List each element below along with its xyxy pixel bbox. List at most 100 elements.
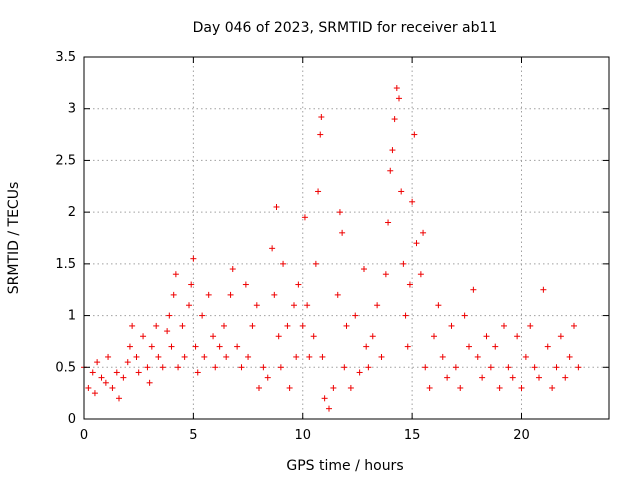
data-point — [194, 369, 201, 376]
data-point — [280, 260, 287, 267]
y-axis-label: SRMTID / TECUs — [6, 182, 22, 295]
data-point — [522, 353, 529, 360]
data-point — [210, 333, 217, 340]
data-point — [319, 353, 326, 360]
data-point — [291, 302, 297, 309]
data-point — [253, 302, 260, 309]
data-point — [562, 374, 569, 381]
data-point — [343, 322, 350, 329]
data-point — [356, 369, 363, 376]
data-point — [186, 302, 192, 309]
data-point — [361, 266, 367, 273]
data-point — [571, 322, 577, 329]
data-point — [439, 353, 446, 360]
data-point — [129, 322, 136, 329]
data-point — [159, 364, 166, 371]
data-point — [339, 229, 346, 236]
x-axis-label: GPS time / hours — [286, 458, 403, 474]
data-point — [179, 322, 186, 329]
data-point — [126, 343, 133, 350]
tick-labels: 0 0.5 1 1.5 2 2.5 3 3.5 0 5 10 15 20 — [55, 50, 529, 443]
data-point — [155, 353, 162, 360]
data-point — [238, 364, 245, 371]
data-point — [299, 322, 306, 329]
x-tick-label: 15 — [404, 428, 421, 443]
data-point — [540, 286, 547, 293]
data-point — [306, 353, 313, 360]
data-point — [389, 147, 396, 154]
data-point — [413, 240, 420, 247]
data-point — [553, 364, 560, 371]
data-point — [341, 364, 348, 371]
data-point — [242, 281, 249, 288]
data-point — [518, 384, 525, 391]
data-point — [352, 312, 359, 319]
data-point — [120, 374, 127, 381]
data-point — [116, 395, 122, 402]
data-point — [102, 379, 109, 386]
data-point — [201, 353, 208, 360]
data-point — [326, 405, 332, 412]
data-point — [363, 343, 370, 350]
data-point — [227, 291, 234, 298]
x-tick-label: 10 — [294, 428, 311, 443]
data-point — [505, 364, 512, 371]
data-point — [312, 260, 319, 267]
data-point — [310, 333, 317, 340]
data-point — [557, 333, 564, 340]
data-point — [466, 343, 472, 350]
data-point — [124, 359, 131, 366]
data-point — [531, 364, 538, 371]
data-point — [144, 364, 151, 371]
data-point — [411, 131, 418, 138]
data-point — [94, 359, 101, 366]
data-point — [260, 364, 267, 371]
data-point — [166, 312, 173, 319]
data-point — [277, 364, 284, 371]
data-point — [216, 343, 223, 350]
x-tick-label: 0 — [80, 428, 88, 443]
data-point — [400, 260, 407, 267]
data-point — [221, 322, 227, 329]
grid-lines — [84, 57, 609, 419]
data-points — [81, 85, 582, 412]
data-point — [199, 312, 206, 319]
data-point — [98, 374, 105, 381]
data-point — [275, 333, 282, 340]
data-point — [284, 322, 291, 329]
data-point — [148, 343, 155, 350]
data-point — [301, 214, 308, 221]
data-point — [295, 281, 302, 288]
y-tick-label: 3 — [68, 102, 76, 117]
data-point — [229, 266, 236, 273]
data-point — [406, 281, 413, 288]
data-point — [544, 343, 551, 350]
data-point — [304, 302, 311, 309]
data-point — [293, 353, 300, 360]
data-point — [347, 384, 354, 391]
data-point — [479, 374, 486, 381]
data-point — [501, 322, 507, 329]
data-point — [514, 333, 521, 340]
data-point — [336, 209, 343, 216]
data-point — [566, 353, 573, 360]
data-point — [398, 188, 405, 195]
data-point — [492, 343, 499, 350]
data-point — [483, 333, 490, 340]
data-point — [286, 384, 293, 391]
data-point — [487, 364, 494, 371]
data-point — [404, 343, 411, 350]
data-point — [549, 384, 556, 391]
data-point — [190, 255, 197, 262]
data-point — [496, 384, 503, 391]
data-point — [264, 374, 271, 381]
data-point — [205, 291, 212, 298]
data-point — [91, 390, 98, 397]
data-point — [426, 384, 433, 391]
data-point — [452, 364, 459, 371]
data-point — [175, 364, 182, 371]
data-point — [457, 384, 464, 391]
data-point — [374, 302, 381, 309]
data-point — [387, 167, 394, 174]
data-point — [393, 85, 400, 92]
